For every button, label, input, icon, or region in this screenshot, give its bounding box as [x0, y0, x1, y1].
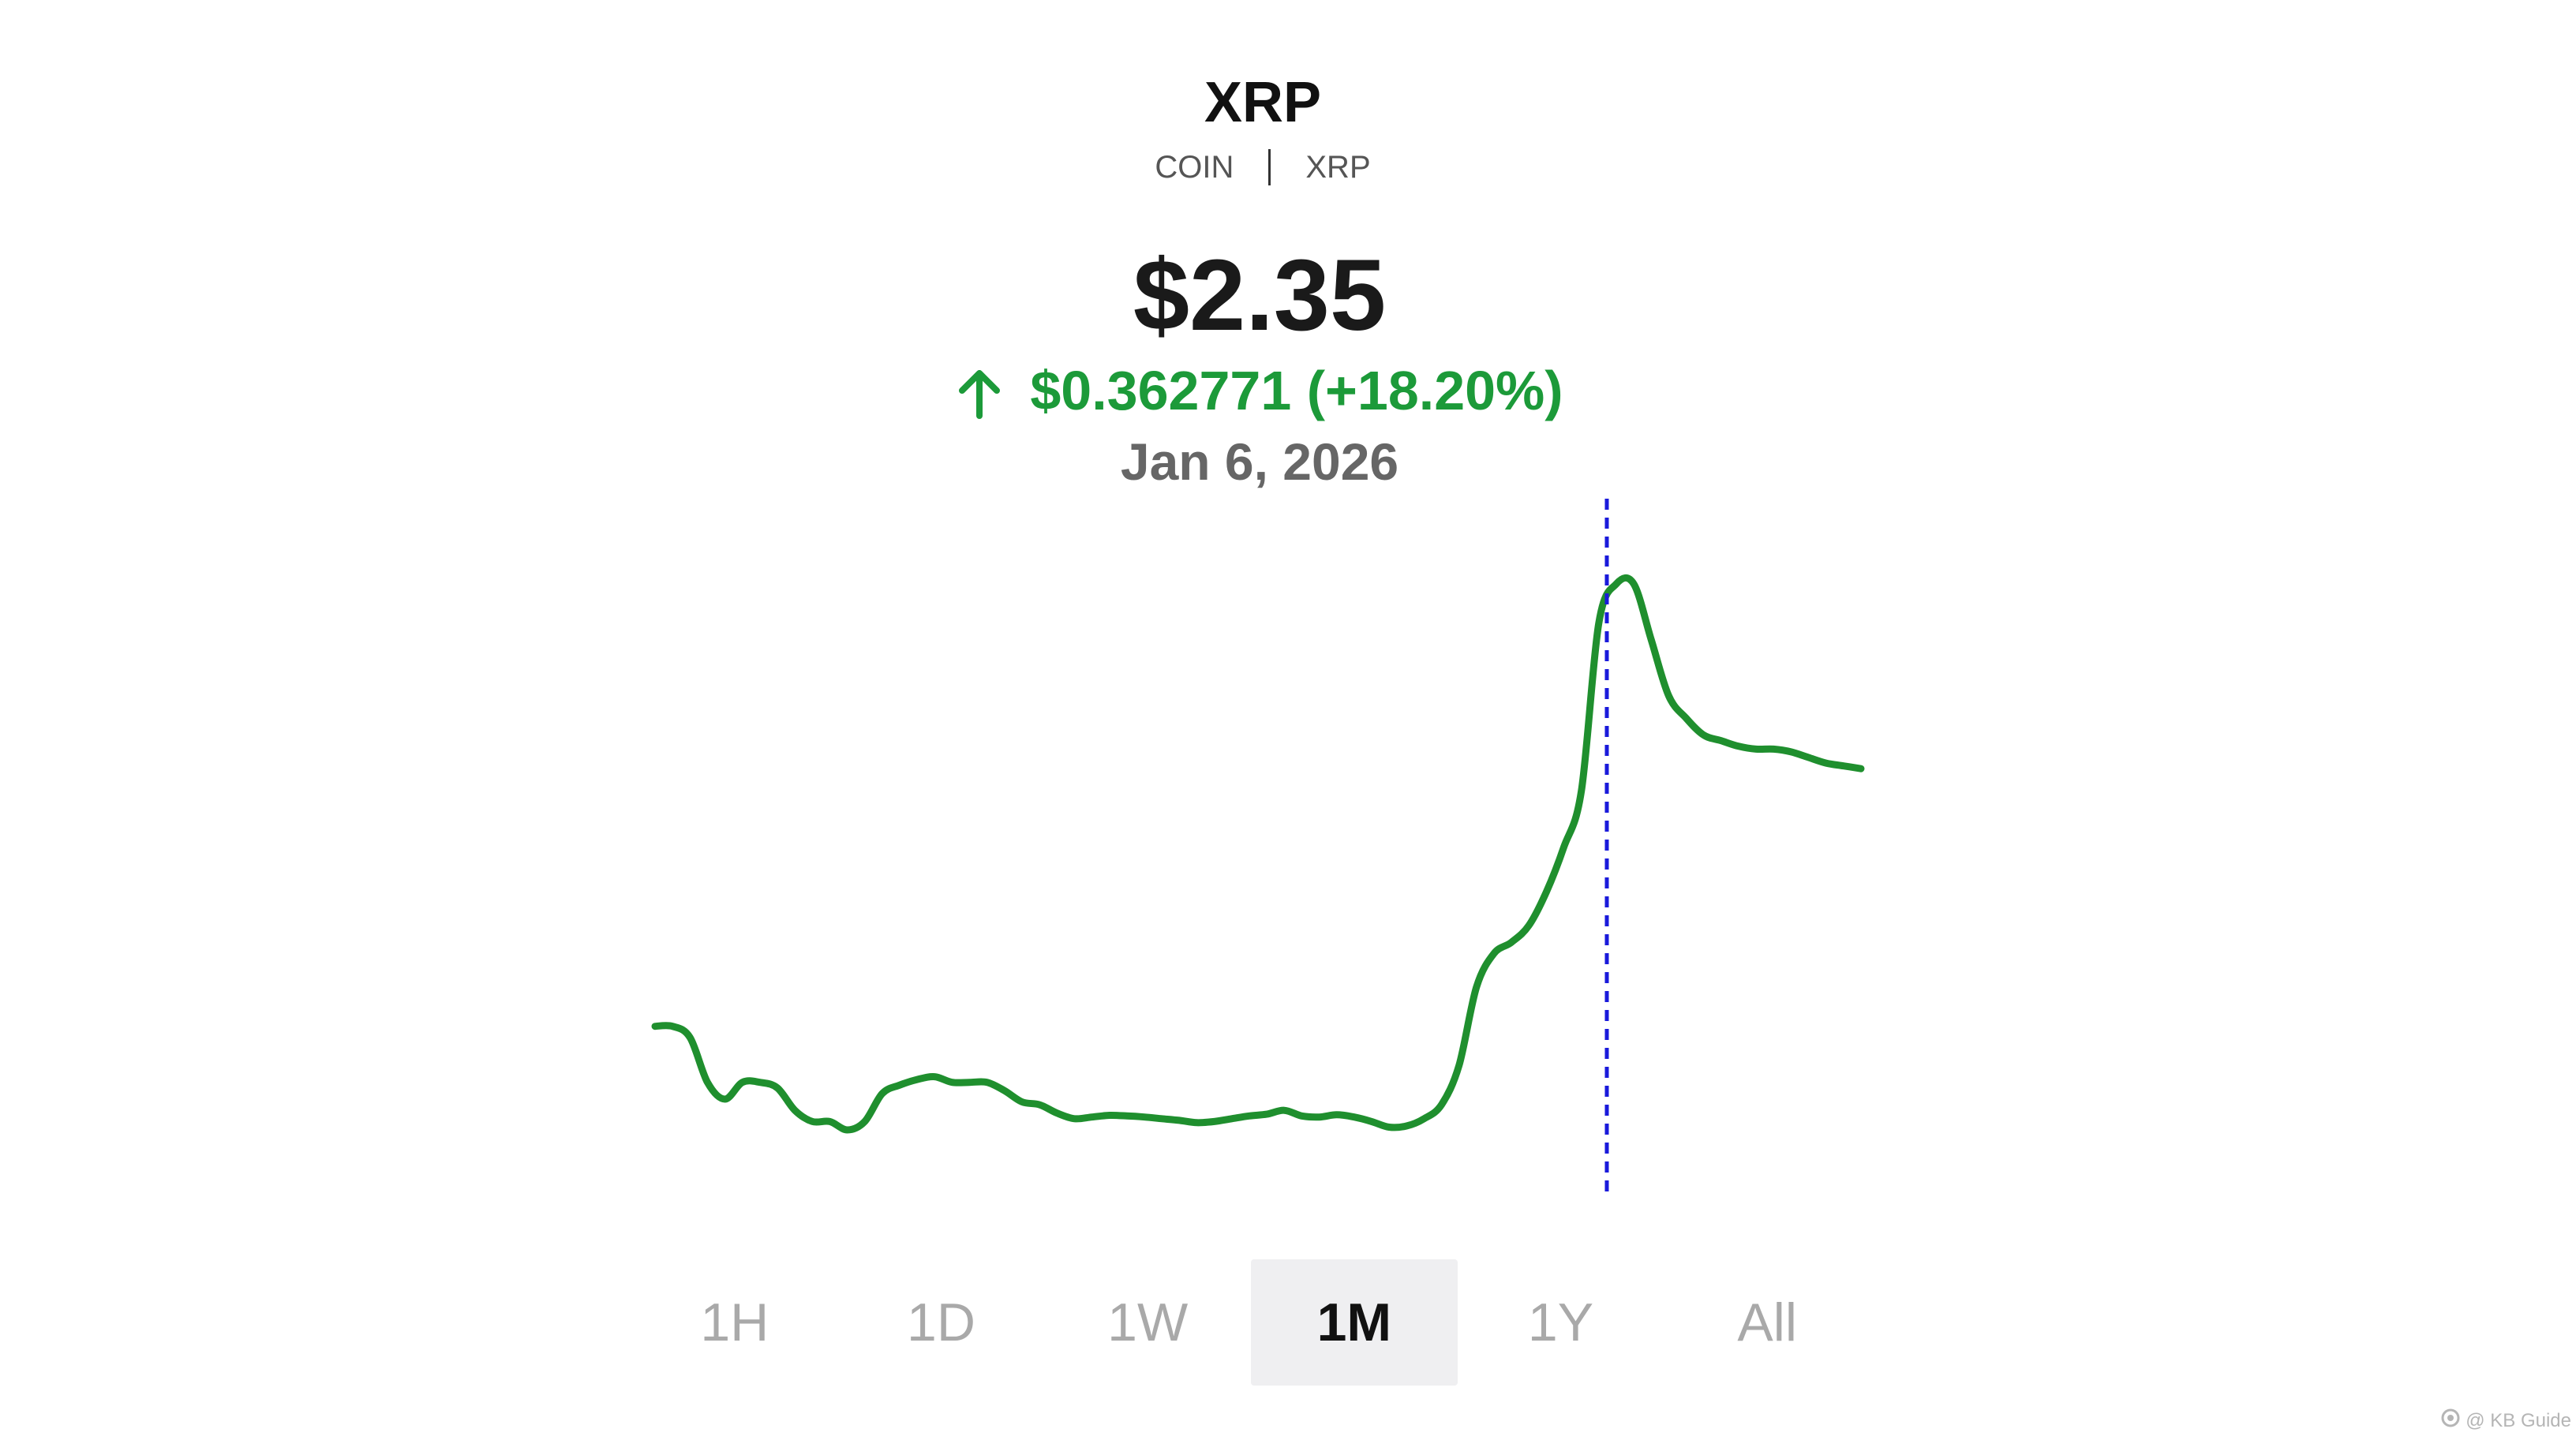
quote-block: $2.35 $0.362771 (+18.20%) Jan 6, 2026 — [0, 237, 2519, 497]
arrow-up-icon — [956, 365, 1003, 419]
range-tab-1h[interactable]: 1H — [700, 1292, 769, 1352]
watermark-text: @ KB Guide — [2466, 1409, 2571, 1431]
price-line — [651, 574, 1865, 1134]
time-range-selector: 1H 1D 1W 1M 1Y All — [631, 1259, 1870, 1386]
current-price: $2.35 — [1133, 239, 1387, 352]
range-tab-1w[interactable]: 1W — [1107, 1292, 1189, 1352]
asset-type-label: COIN — [1155, 150, 1234, 185]
price-change-value: $0.362771 (+18.20%) — [1030, 360, 1563, 421]
watermark-logo-icon — [2440, 1408, 2461, 1434]
asset-subline: COIN XRP — [0, 142, 2525, 193]
asset-name: XRP — [1204, 71, 1322, 134]
subline-divider — [1268, 149, 1271, 185]
range-tab-1m[interactable]: 1M — [1251, 1259, 1458, 1386]
range-tab-1y[interactable]: 1Y — [1527, 1292, 1594, 1352]
asset-ticker: XRP — [1305, 150, 1371, 185]
asset-header: XRP COIN XRP — [0, 63, 2525, 193]
range-tab-1d[interactable]: 1D — [907, 1292, 975, 1352]
range-tab-all[interactable]: All — [1737, 1292, 1797, 1352]
price-change: $0.362771 (+18.20%) — [0, 355, 2519, 426]
selected-date: Jan 6, 2026 — [1120, 432, 1399, 491]
watermark: @ KB Guide — [2440, 1408, 2571, 1434]
